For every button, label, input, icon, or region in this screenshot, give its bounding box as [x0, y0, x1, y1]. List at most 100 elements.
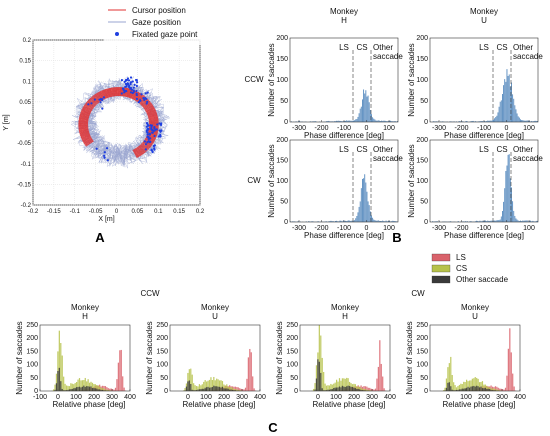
x-tick-label: -200 — [314, 225, 328, 232]
histogram-bar — [535, 220, 537, 222]
cursor-trace — [80, 88, 157, 157]
other-saccade-bar — [489, 389, 491, 391]
row-label: CW — [247, 176, 261, 185]
other-saccade-bar — [347, 385, 349, 391]
fixated-gaze-point — [90, 102, 93, 105]
x-axis-label: Relative phase [deg] — [313, 400, 386, 409]
other-saccade-bar — [61, 388, 63, 391]
cs-bar — [476, 377, 478, 391]
cs-bar — [194, 385, 196, 391]
histogram-bar — [535, 120, 537, 122]
cursor-trace — [82, 90, 155, 155]
histogram-bar — [347, 120, 349, 122]
fixated-gaze-point — [150, 148, 153, 151]
cs-bar — [354, 384, 356, 391]
cs-bar — [77, 379, 79, 391]
cursor-trace — [80, 88, 158, 157]
other-saccade-bar — [188, 380, 190, 391]
histogram-bar — [312, 221, 314, 222]
fixated-gaze-point — [142, 96, 145, 100]
histogram-bar — [378, 220, 380, 222]
fixated-gaze-point — [146, 91, 149, 94]
histogram-bar — [490, 220, 492, 222]
cs-bar — [453, 382, 455, 391]
y-tick-label: -0.1 — [21, 162, 32, 168]
x-tick-label: -0.05 — [89, 209, 103, 215]
histogram-bar — [481, 120, 483, 122]
fixated-gaze-point — [98, 98, 101, 101]
histogram-bar — [530, 220, 532, 222]
histogram-bar — [512, 94, 514, 122]
cs-bar — [221, 381, 224, 391]
histogram-bar — [376, 120, 378, 122]
histogram-bar — [364, 93, 366, 122]
histogram-bar — [318, 221, 320, 222]
histogram-bar — [506, 69, 508, 122]
region-label-ls: LS — [479, 43, 489, 52]
histogram-bar — [375, 220, 377, 222]
cs-bar — [337, 381, 339, 391]
ls-bar — [106, 387, 108, 391]
histogram-bar — [366, 96, 368, 122]
ls-bar — [509, 328, 511, 391]
other-saccade-bar — [65, 390, 68, 391]
cs-bar — [54, 384, 56, 391]
ls-bar — [512, 373, 514, 391]
legend-label: Gaze position — [132, 18, 181, 27]
y-tick-label: 150 — [416, 56, 428, 63]
other-saccade-bar — [184, 390, 186, 391]
histogram-bar — [360, 106, 362, 122]
histogram-bar — [497, 220, 499, 222]
fixated-gaze-point — [144, 148, 147, 151]
histogram-bar — [497, 112, 499, 122]
fixated-gaze-point — [153, 134, 156, 138]
other-saccade-bar — [198, 389, 201, 391]
histogram-bar — [359, 108, 361, 122]
y-tick-label: 50 — [290, 375, 298, 382]
other-saccade-bar — [464, 388, 466, 391]
histogram-bar — [393, 221, 395, 222]
y-tick-label: 50 — [280, 199, 288, 206]
histogram-bar — [335, 121, 336, 122]
other-saccade-bar — [191, 389, 193, 391]
x-tick-label: 300 — [106, 394, 118, 401]
histogram-bar — [436, 221, 438, 222]
cs-bar — [455, 387, 458, 391]
cs-bar — [97, 385, 99, 391]
x-tick-label: 100 — [330, 394, 342, 401]
fixated-gaze-point — [101, 107, 104, 110]
ls-bar — [500, 388, 502, 391]
fixated-gaze-point — [135, 84, 139, 88]
y-tick-label: 50 — [420, 375, 428, 382]
histogram-bar — [480, 221, 482, 222]
histogram-bar — [486, 120, 488, 122]
ls-bar — [243, 389, 245, 391]
histogram-bar — [363, 178, 365, 222]
fixated-gaze-point — [145, 102, 148, 105]
histogram-bar — [486, 221, 488, 222]
cs-bar — [347, 378, 349, 391]
cs-bar — [314, 383, 316, 391]
histogram-bar — [356, 118, 358, 122]
region-label-ls: LS — [339, 145, 349, 154]
other-saccade-bar — [55, 383, 58, 391]
other-saccade-bar — [195, 390, 198, 391]
cs-bar — [206, 381, 208, 391]
histogram-bar — [435, 221, 437, 222]
other-saccade-bar — [60, 381, 62, 391]
histogram-bar — [327, 121, 329, 122]
cs-bar — [318, 325, 320, 391]
cs-bar — [101, 387, 104, 391]
histogram-bar — [536, 220, 538, 222]
histogram-bar — [350, 220, 352, 222]
histogram-bar — [380, 121, 381, 122]
ls-bar — [376, 378, 378, 391]
histogram-bar — [466, 121, 467, 122]
cs-bar — [474, 377, 476, 391]
cs-bar — [363, 389, 365, 391]
other-saccade-bar — [357, 388, 359, 391]
histogram-bar — [506, 165, 508, 222]
ls-bar — [369, 387, 371, 391]
histogram-bar — [344, 121, 345, 122]
other-saccade-bar — [444, 390, 446, 391]
